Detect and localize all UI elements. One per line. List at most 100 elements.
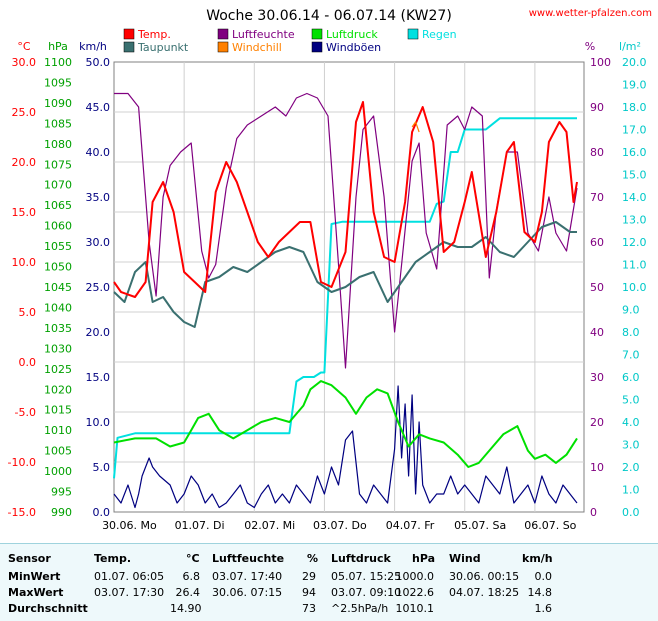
axis-tick-hpa: 1025: [44, 363, 72, 376]
legend-swatch: [217, 41, 229, 53]
axis-tick-hpa: 1055: [44, 240, 72, 253]
axis-tick-rain: 6.0: [622, 371, 640, 384]
legend-swatch: [311, 41, 323, 53]
wind-time: 30.06. 00:15: [449, 570, 520, 583]
axis-tick-rain: 8.0: [622, 326, 640, 339]
axis-tick-rain: 4.0: [622, 416, 640, 429]
axis-tick-rain: 9.0: [622, 304, 640, 317]
legend-swatch: [217, 28, 229, 40]
axis-tick-hpa: 1010: [44, 424, 72, 437]
hum-value: 29: [302, 570, 316, 583]
x-tick-label: 01.07. Di: [175, 519, 225, 532]
axis-tick-rain: 11.0: [622, 259, 647, 272]
chart-title: Woche 30.06.14 - 06.07.14 (KW27): [206, 8, 452, 24]
axis-tick-celsius: -15.0: [8, 506, 36, 519]
th-hum-unit: %: [307, 552, 319, 565]
plot-frame: [113, 61, 585, 513]
axis-tick-hpa: 1000: [44, 465, 72, 478]
legend-swatch: [123, 28, 135, 40]
axis-tick-kmh: 15.0: [86, 371, 111, 384]
legend-swatch: [311, 28, 323, 40]
th-wind: Wind: [449, 552, 481, 565]
x-tick-label: 06.07. So: [524, 519, 576, 532]
axis-tick-hpa: 1020: [44, 383, 72, 396]
axis-tick-hpa: 1035: [44, 322, 72, 335]
axis-tick-rain: 0.0: [622, 506, 640, 519]
axis-tick-hpa: 1100: [44, 56, 72, 69]
axis-tick-rain: 12.0: [622, 236, 647, 249]
x-tick-label: 05.07. Sa: [454, 519, 506, 532]
series-line-luftdruck: [113, 380, 578, 468]
axis-unit-percent: %: [585, 40, 595, 53]
weather-chart: Woche 30.06.14 - 06.07.14 (KW27) www.wet…: [8, 8, 652, 532]
legend-label: Windböen: [326, 41, 381, 54]
axis-tick-kmh: 5.0: [93, 461, 111, 474]
press-trend: ^2.5hPa/h: [331, 602, 389, 615]
temp-value: 26.4: [175, 586, 201, 599]
plot-area: [113, 92, 578, 509]
axis-tick-hpa: 1030: [44, 342, 72, 355]
axis-tick-rain: 14.0: [622, 191, 647, 204]
axis-tick-percent: 10: [590, 461, 604, 474]
axis-tick-rain: 15.0: [622, 169, 647, 182]
th-wind-unit: km/h: [522, 552, 553, 565]
axis-tick-hpa: 1070: [44, 179, 72, 192]
axis-tick-percent: 90: [590, 101, 604, 114]
axis-tick-celsius: -10.0: [8, 456, 36, 469]
axes: 30.06. Mo 01.07. Di 02.07. Mi 03.07. Do 04.0…: [8, 40, 647, 532]
legend-label: Luftfeuchte: [232, 28, 295, 41]
axis-tick-rain: 3.0: [622, 439, 640, 452]
axis-tick-percent: 100: [590, 56, 611, 69]
axis-tick-percent: 0: [590, 506, 597, 519]
axis-tick-kmh: 30.0: [86, 236, 111, 249]
axis-tick-kmh: 10.0: [86, 416, 111, 429]
press-time: 05.07. 15:25: [331, 570, 402, 583]
axis-tick-hpa: 1095: [44, 76, 72, 89]
series-line-temp: [113, 101, 578, 298]
hum-time: 30.06. 07:15: [212, 586, 283, 599]
axis-tick-hpa: 1085: [44, 117, 72, 130]
series-line-windben: [113, 385, 578, 509]
x-tick-label: 04.07. Fr: [386, 519, 435, 532]
axis-tick-hpa: 1040: [44, 301, 72, 314]
axis-tick-hpa: 1005: [44, 445, 72, 458]
series-line-regen: [113, 117, 577, 479]
axis-tick-percent: 20: [590, 416, 604, 429]
site-url: www.wetter-pfalzen.com: [529, 8, 652, 19]
wind-time: 04.07. 18:25: [449, 586, 520, 599]
x-tick-label: 03.07. Do: [313, 519, 367, 532]
legend-label: Temp.: [137, 28, 171, 41]
axis-tick-rain: 5.0: [622, 394, 640, 407]
press-value: 1000.0: [395, 570, 435, 583]
row-label: Durchschnitt: [8, 602, 88, 615]
axis-tick-rain: 1.0: [622, 484, 640, 497]
legend-label: Taupunkt: [137, 41, 189, 54]
axis-tick-rain: 19.0: [622, 79, 647, 92]
axis-tick-celsius: 10.0: [12, 256, 37, 269]
legend-label: Windchill: [232, 41, 282, 54]
axis-tick-rain: 17.0: [622, 124, 647, 137]
axis-tick-hpa: 1060: [44, 220, 72, 233]
axis-tick-rain: 16.0: [622, 146, 647, 159]
axis-tick-percent: 50: [590, 281, 604, 294]
axis-tick-rain: 2.0: [622, 461, 640, 474]
legend-swatch: [407, 28, 419, 40]
axis-tick-hpa: 1080: [44, 138, 72, 151]
axis-tick-kmh: 45.0: [86, 101, 111, 114]
axis-tick-percent: 60: [590, 236, 604, 249]
th-temp: Temp.: [94, 552, 132, 565]
press-value: 1022.6: [395, 586, 435, 599]
th-hum: Luftfeuchte: [212, 552, 285, 565]
legend-swatch: [123, 41, 135, 53]
wind-value: 0.0: [534, 570, 553, 583]
axis-tick-kmh: 25.0: [86, 281, 111, 294]
axis-tick-celsius: 20.0: [12, 156, 37, 169]
axis-tick-hpa: 1065: [44, 199, 72, 212]
axis-tick-percent: 80: [590, 146, 604, 159]
axis-tick-celsius: 15.0: [12, 206, 37, 219]
axis-tick-hpa: 1045: [44, 281, 72, 294]
temp-value: 14.90: [170, 602, 202, 615]
axis-tick-rain: 7.0: [622, 349, 640, 362]
axis-tick-celsius: 0.0: [19, 356, 37, 369]
